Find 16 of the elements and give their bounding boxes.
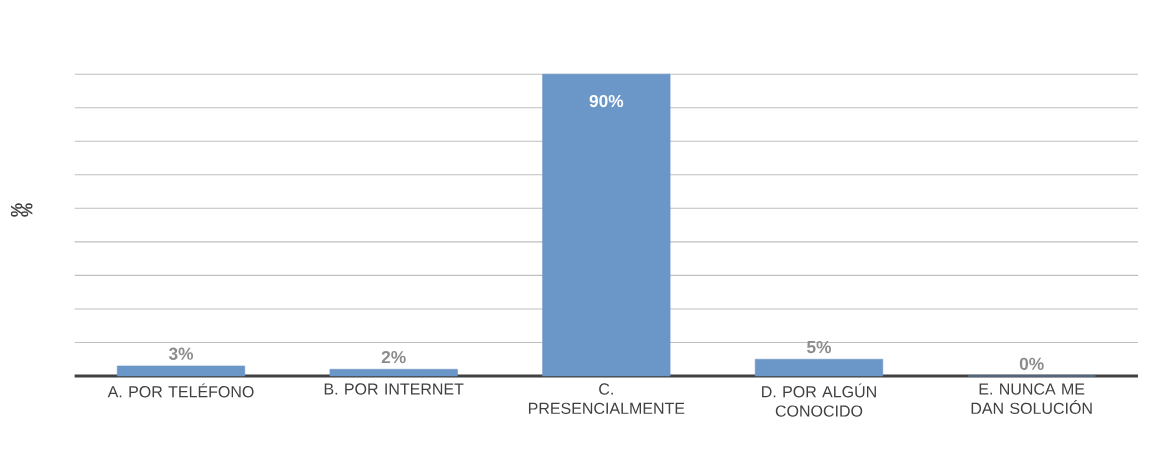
x-tick-label: D. POR ALGÚN CONOCIDO bbox=[762, 383, 876, 417]
x-tick-label: B. POR INTERNET bbox=[324, 383, 464, 395]
data-label: 5% bbox=[807, 340, 832, 354]
data-label: 3% bbox=[168, 347, 194, 360]
data-label: 2% bbox=[381, 350, 406, 364]
bar bbox=[754, 358, 884, 377]
bar bbox=[542, 73, 671, 377]
data-label: 0% bbox=[1019, 357, 1044, 370]
y-axis-title: % bbox=[21, 203, 33, 217]
x-tick-label: C. PRESENCIALMENTE bbox=[528, 383, 685, 415]
x-tick-label: E. NUNCA ME DAN SOLUCIÓN bbox=[971, 383, 1092, 415]
x-tick-label: A. POR TELÉFONO bbox=[107, 383, 254, 398]
bar bbox=[329, 369, 458, 377]
bar bbox=[116, 365, 246, 377]
data-label: 90% bbox=[589, 94, 624, 108]
text: % bbox=[10, 203, 23, 217]
